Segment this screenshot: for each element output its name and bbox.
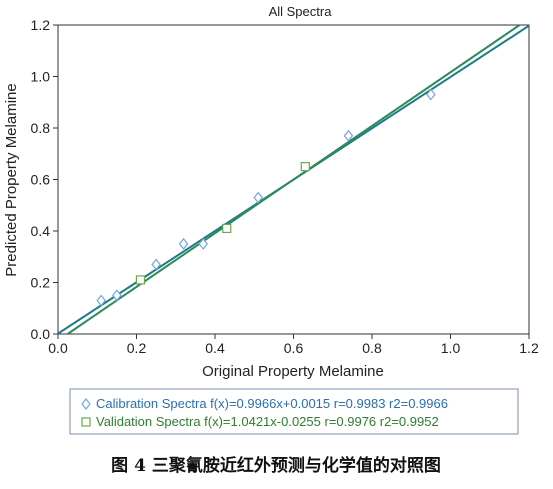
calibration-point	[151, 258, 161, 271]
y-tick-label: 0.6	[31, 172, 51, 188]
y-axis-label: Predicted Property Melamine	[3, 83, 20, 276]
x-tick-label: 0.2	[127, 340, 147, 356]
legend-diamond-icon	[81, 398, 91, 410]
x-tick-label: 0.0	[48, 340, 68, 356]
calibration-point	[426, 88, 436, 101]
regression-lines	[57, 24, 530, 335]
x-axis-label: Original Property Melamine	[202, 363, 384, 380]
validation-fit-line	[67, 24, 521, 335]
validation-point	[300, 162, 310, 172]
x-tick-label: 0.4	[205, 340, 225, 356]
calibration-point	[253, 191, 263, 204]
y-axis-ticks: 0.0 0.2 0.4 0.6 0.8 1.0 1.2	[31, 17, 58, 342]
y-tick-label: 0.0	[31, 326, 51, 342]
calibration-point	[343, 129, 354, 142]
figure-caption: 图 4 三聚氰胺近红外预测与化学值的对照图	[111, 455, 441, 476]
x-axis-ticks: 0.0 0.2 0.4 0.6 0.8 1.0 1.2	[48, 334, 539, 356]
legend-calibration-label: Calibration Spectra f(x)=0.9966x+0.0015 …	[96, 396, 448, 411]
x-tick-label: 0.6	[284, 340, 304, 356]
calibration-point	[198, 237, 208, 250]
legend-validation-label: Validation Spectra f(x)=1.0421x-0.0255 r…	[96, 414, 439, 429]
legend-box	[69, 388, 519, 435]
y-tick-label: 1.0	[31, 69, 51, 85]
data-markers	[96, 88, 436, 307]
y-tick-label: 1.2	[31, 17, 51, 33]
y-tick-label: 0.4	[31, 223, 51, 239]
calibration-point	[178, 237, 189, 250]
y-tick-label: 0.8	[31, 120, 51, 136]
x-tick-label: 1.0	[441, 340, 461, 356]
y-tick-label: 0.2	[31, 275, 51, 291]
x-tick-label: 1.2	[519, 340, 539, 356]
legend: Calibration Spectra f(x)=0.9966x+0.0015 …	[69, 388, 519, 435]
validation-point	[135, 275, 146, 285]
calibration-point	[112, 289, 122, 302]
calibration-point	[96, 294, 106, 307]
x-tick-label: 0.8	[362, 340, 382, 356]
chart-title: All Spectra	[269, 4, 333, 19]
legend-square-icon	[81, 417, 91, 427]
validation-point	[222, 223, 232, 234]
